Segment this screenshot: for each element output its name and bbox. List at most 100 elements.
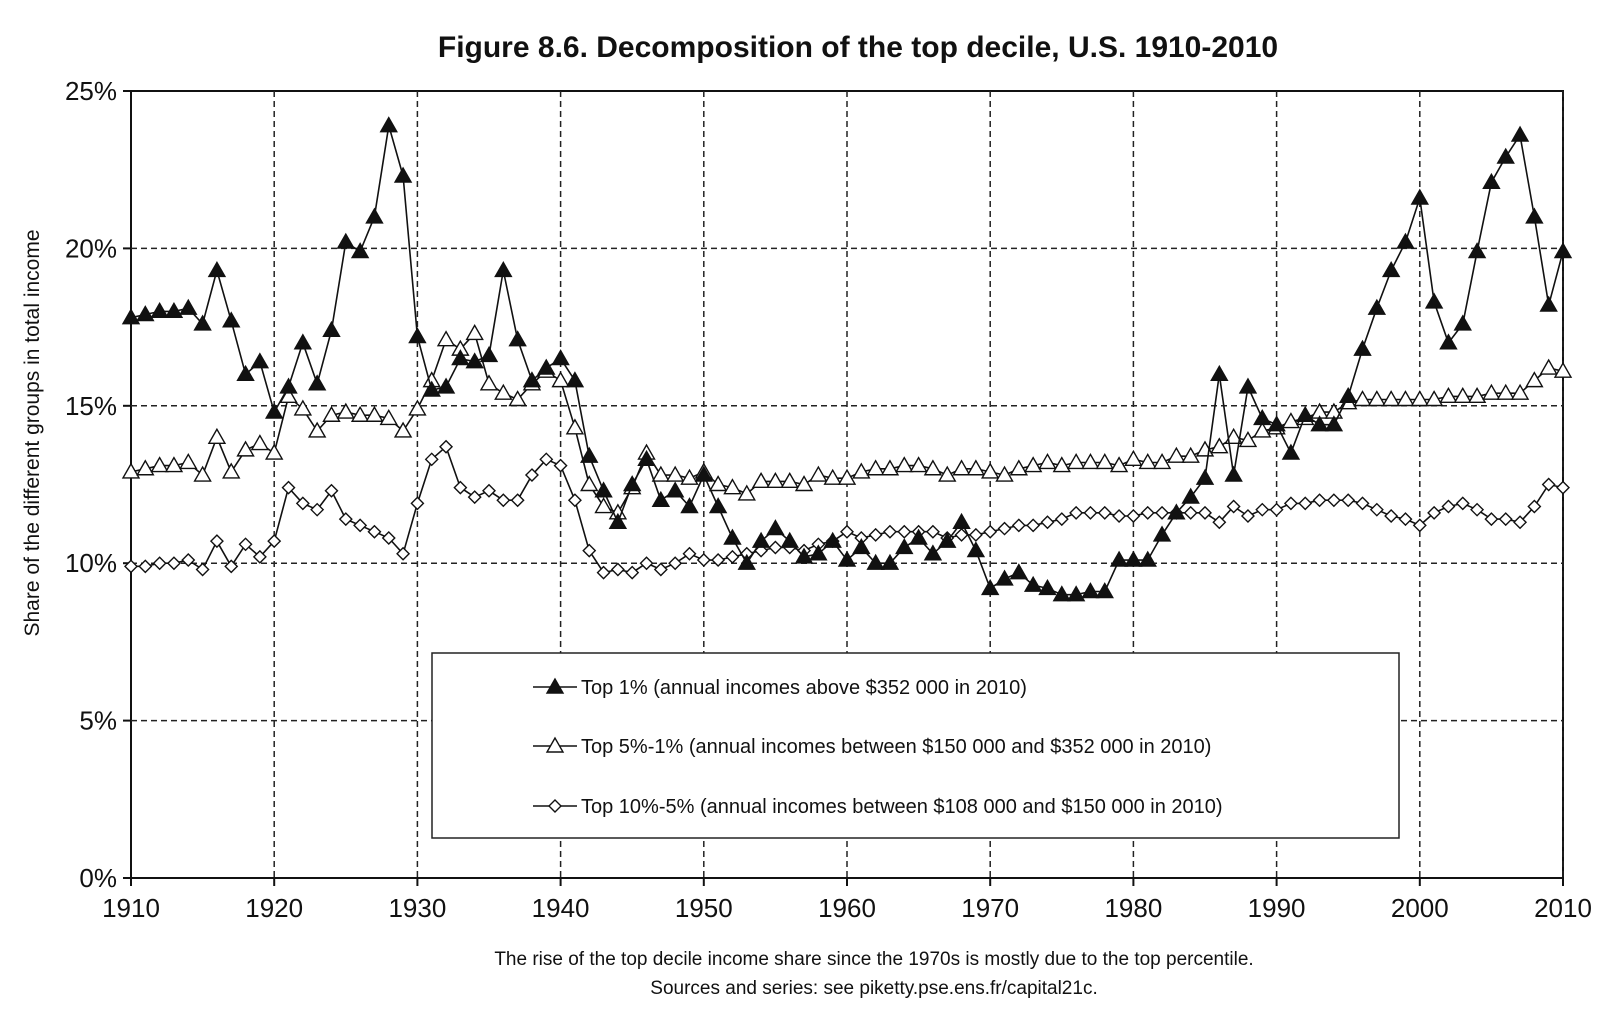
data-point [1283,496,1298,511]
data-point [696,553,711,568]
data-point [952,459,971,476]
data-point [794,475,814,492]
data-point [665,481,685,498]
data-point [465,323,484,341]
data-point [393,421,413,438]
data-point [1367,390,1387,407]
data-point [895,456,914,473]
data-point [1224,465,1243,482]
data-point [1152,453,1172,470]
legend: Top 1% (annual incomes above $352 000 in… [431,652,1400,839]
data-point [837,468,857,485]
data-point [121,462,141,479]
y-axis: 0% 5% 10% 15% 20% 25% [65,76,131,893]
data-point [1482,172,1501,189]
data-point [1183,505,1198,520]
data-point [651,465,671,482]
data-point [1009,563,1029,580]
data-point [1453,386,1472,404]
data-point [868,527,883,542]
data-point [882,524,897,539]
data-point [293,333,313,350]
data-point [823,531,842,548]
data-point [1455,496,1470,511]
data-point [310,502,325,517]
data-point [1498,512,1513,527]
data-point [551,349,570,366]
data-point [680,468,699,485]
data-point [639,556,654,571]
data-point [1553,242,1573,259]
data-point [1369,502,1384,517]
data-point [152,556,167,571]
data-point [1298,496,1313,511]
data-point [267,534,282,549]
data-point [751,531,771,548]
data-point [193,465,212,482]
data-point [238,537,253,552]
data-point [653,562,668,577]
data-point [1095,582,1114,599]
data-point [1126,508,1141,523]
data-point [539,452,554,467]
data-point [1226,499,1241,514]
data-point [880,459,900,476]
data-point [1470,502,1485,517]
data-point [966,459,986,476]
data-point [909,528,928,545]
data-point [1069,505,1084,520]
data-point [224,559,239,574]
data-point [1541,477,1556,492]
x-tick-label: 1960 [818,893,876,923]
data-point [138,559,153,574]
data-point [1539,358,1558,375]
legend-item: Top 5%-1% (annual incomes between $150 0… [533,736,1211,758]
data-point [1525,207,1544,224]
data-point [895,538,914,555]
x-tick-label: 1970 [961,893,1019,923]
data-point [393,166,413,183]
data-point [424,452,439,467]
data-point [1167,503,1186,520]
data-point [396,546,411,561]
data-point [281,480,296,495]
data-point [1525,371,1544,388]
data-point [453,480,468,495]
data-point [1527,499,1542,514]
data-point [866,459,885,476]
x-tick-label: 1910 [102,893,160,923]
data-point [983,524,998,539]
data-point [1467,242,1487,259]
data-point [823,468,842,485]
data-point [1424,390,1444,407]
data-point [1441,499,1456,514]
data-point [1011,518,1026,533]
data-point [622,475,642,492]
series-top-10-5 [124,439,1570,580]
data-point [379,116,398,133]
data-point [553,458,568,473]
data-point [1210,364,1229,382]
data-point [365,405,384,422]
data-point [465,352,484,369]
data-point [637,449,656,467]
data-point [608,512,628,529]
data-point [1238,431,1258,448]
data-point [410,496,425,511]
data-point [252,549,267,564]
data-point [1384,508,1399,523]
data-point [1326,493,1341,508]
data-point [508,390,527,407]
data-point [766,471,785,489]
data-point [925,524,940,539]
data-point [494,261,513,278]
data-point [324,483,339,498]
data-point [494,383,513,400]
data-point [980,462,1000,479]
data-point [207,261,227,278]
data-point [1038,578,1057,596]
data-point [336,232,356,249]
chart-source: Sources and series: see piketty.pse.ens.… [650,978,1097,999]
data-point [665,465,685,482]
data-point [1398,512,1413,527]
